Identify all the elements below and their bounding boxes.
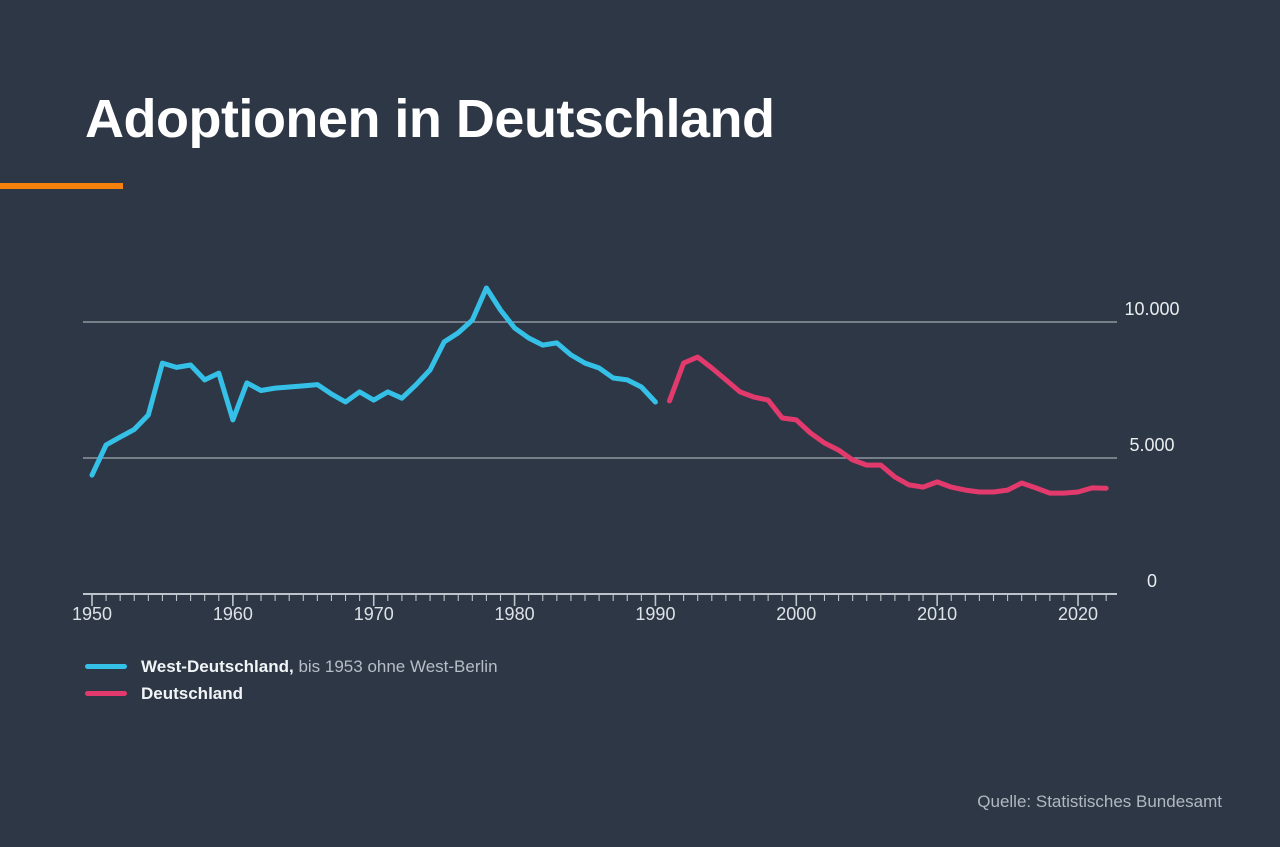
x-axis-label: 2010 xyxy=(917,604,957,624)
y-axis-label: 0 xyxy=(1147,571,1157,591)
chart-legend: West-Deutschland, bis 1953 ohne West-Ber… xyxy=(85,653,498,707)
series-line-west-deutschland xyxy=(89,285,658,478)
legend-label-bold: Deutschland xyxy=(141,683,244,703)
y-axis-label: 5.000 xyxy=(1129,435,1174,455)
x-axis-label: 1950 xyxy=(72,604,112,624)
page-title: Adoptionen in Deutschland xyxy=(85,89,775,149)
series-line-deutschland xyxy=(667,354,1109,496)
legend-label-note: bis 1953 ohne West-Berlin xyxy=(293,656,498,676)
legend-label-west-deutschland: West-Deutschland, bis 1953 ohne West-Ber… xyxy=(141,657,498,677)
source-note: Quelle: Statistisches Bundesamt xyxy=(977,792,1222,811)
x-axis-label: 2020 xyxy=(1058,604,1098,624)
x-axis-label: 1990 xyxy=(635,604,675,624)
legend-item-deutschland: Deutschland xyxy=(85,680,498,707)
legend-label-bold: West-Deutschland, xyxy=(141,656,294,676)
x-axis-label: 2000 xyxy=(776,604,816,624)
legend-swatch-deutschland xyxy=(85,691,127,696)
x-axis-label: 1960 xyxy=(213,604,253,624)
legend-swatch-west-deutschland xyxy=(85,664,127,669)
legend-item-west-deutschland: West-Deutschland, bis 1953 ohne West-Ber… xyxy=(85,653,498,680)
y-axis-label: 10.000 xyxy=(1124,299,1179,319)
title-accent-bar xyxy=(0,183,123,189)
legend-label-deutschland: Deutschland xyxy=(141,684,243,704)
x-axis-label: 1980 xyxy=(495,604,535,624)
x-axis-label: 1970 xyxy=(354,604,394,624)
